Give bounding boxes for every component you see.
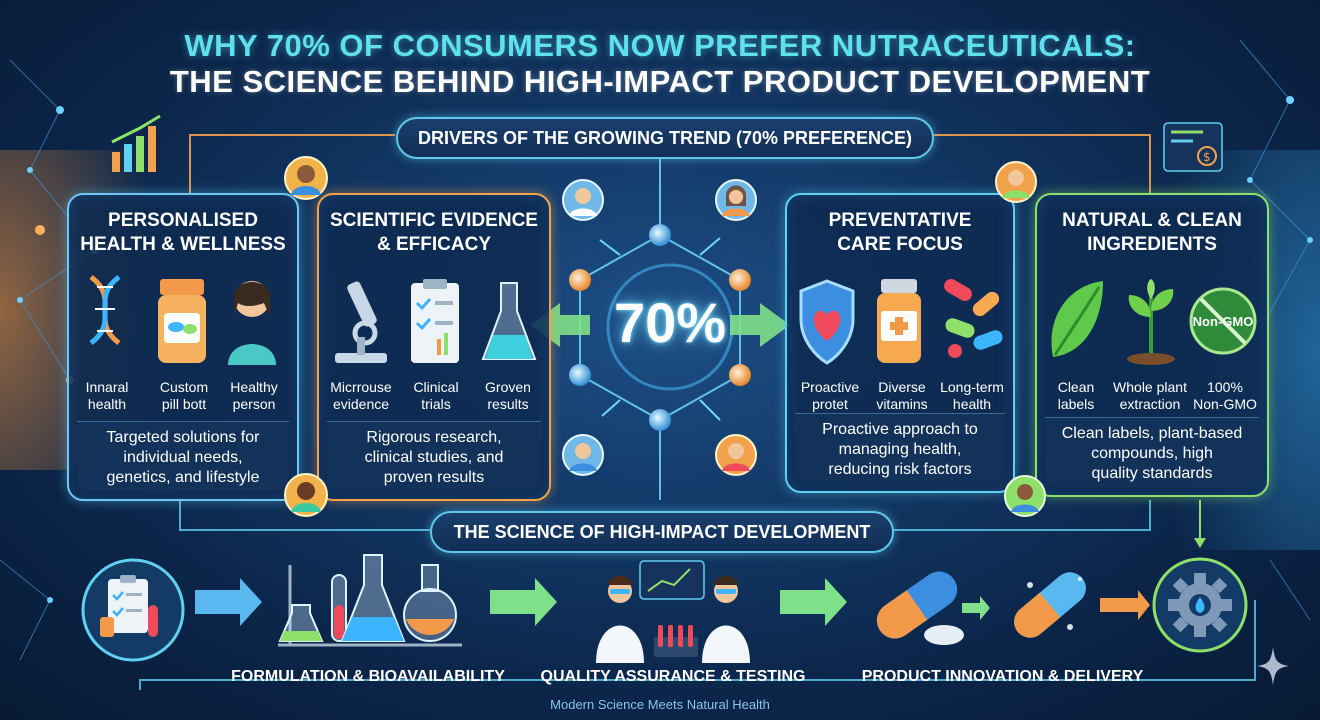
person-icon [228,281,276,365]
capsules-icon [944,279,1003,358]
avatar-woman-icon [715,434,757,476]
vitamin-bottle-icon [877,279,921,363]
svg-text:$: $ [1203,150,1211,164]
shield-heart-icon [799,279,855,365]
page-title-line1: WHY 70% OF CONSUMERS NOW PREFER NUTRACEU… [184,28,1136,63]
flask-icon [481,282,537,360]
item-label: Custom pill bott [159,379,209,412]
card-scientific-evidence: SCIENTIFIC EVIDENCE & EFFICACY Micrrouse… [317,193,551,501]
footer-tagline: Modern Science Meets Natural Health [550,697,770,712]
item-label: Innaral health [85,379,129,412]
card-title-line2: HEALTH & WELLNESS [80,234,286,255]
avatar-man-icon [995,161,1037,203]
page-title-line2: THE SCIENCE BEHIND HIGH-IMPACT PRODUCT D… [169,64,1151,99]
card-personalised-health: PERSONALISED HEALTH & WELLNESS Innaral he… [67,193,299,501]
capsule-tablet-icon [876,571,964,645]
avatar-man-icon [284,156,328,200]
dna-icon [89,275,121,346]
clipboard-icon [411,279,459,363]
item-label: Diverse vitamins [876,379,928,412]
card-title-line1: PERSONALISED [108,210,258,231]
card-title: PERSONALISED HEALTH & WELLNESS [69,209,297,257]
card-description: Targeted solutions for individual needs, g… [77,421,289,491]
item-label: Proactive protet [800,379,860,412]
avatar-man-icon [284,473,328,517]
step-label-formulation: FORMULATION & BIOAVAILABILITY [231,668,505,685]
card-description: Proactive approach to managing health, red… [795,413,1005,483]
card-title-line2: & EFFICACY [377,234,491,255]
card-description: Rigorous research, clinical studies, and p… [327,421,541,491]
plant-icon [1127,279,1175,365]
avatar-woman-icon [1004,475,1046,517]
step-label-quality: QUALITY ASSURANCE & TESTING [540,668,806,685]
non-gmo-icon: Non-GMO [1189,287,1257,355]
center-stat: 70% [613,291,727,354]
step-label-innovation: PRODUCT INNOVATION & DELIVERY [861,668,1144,685]
sparkle-icon [1257,647,1289,685]
item-label: Groven results [485,379,531,412]
card-description: Clean labels, plant-based compounds, high… [1045,417,1259,487]
card-title: NATURAL & CLEAN INGREDIENTS [1037,209,1267,257]
avatar-scientist-icon [562,179,604,221]
card-title: PREVENTATIVE CARE FOCUS [787,209,1013,257]
card-title-line2: INGREDIENTS [1087,234,1217,255]
avatar-woman-icon [715,179,757,221]
item-label: Clean labels [1057,379,1095,412]
capsule-open-icon [1014,572,1086,638]
growth-chart-icon [111,114,161,172]
leaf-icon [1051,281,1103,357]
avatar-man-icon [562,434,604,476]
card-title-line2: CARE FOCUS [837,234,963,255]
item-label: Clinical trials [413,379,459,412]
card-title: SCIENTIFIC EVIDENCE & EFFICACY [319,209,549,257]
card-title-line1: NATURAL & CLEAN [1062,210,1242,231]
checklist-icon [81,558,185,662]
gear-icon [1152,557,1248,653]
lab-glassware-icon [278,554,462,647]
card-natural-clean: NATURAL & CLEAN INGREDIENTS Non-GMO Clea… [1035,193,1269,497]
microscope-icon [335,281,387,363]
card-title-line1: PREVENTATIVE [828,210,972,231]
non-gmo-badge: Non-GMO [1193,314,1254,329]
finance-dashboard-icon: $ [1163,122,1223,172]
pill-bottle-icon [158,279,206,363]
scientists-testing-icon [596,560,750,663]
science-heading: THE SCIENCE OF HIGH-IMPACT DEVELOPMENT [430,511,894,553]
item-label: Long-term health [940,379,1004,412]
item-label: 100% Non-GMO [1193,379,1257,412]
item-label: Whole plant extraction [1113,379,1187,412]
drivers-heading: DRIVERS OF THE GROWING TREND (70% PREFER… [396,117,934,159]
card-title-line1: SCIENTIFIC EVIDENCE [330,210,538,231]
item-label: Healthy person [230,379,278,412]
card-preventative-care: PREVENTATIVE CARE FOCUS Proactive protet … [785,193,1015,493]
item-label: Micrrouse evidence [330,379,392,412]
